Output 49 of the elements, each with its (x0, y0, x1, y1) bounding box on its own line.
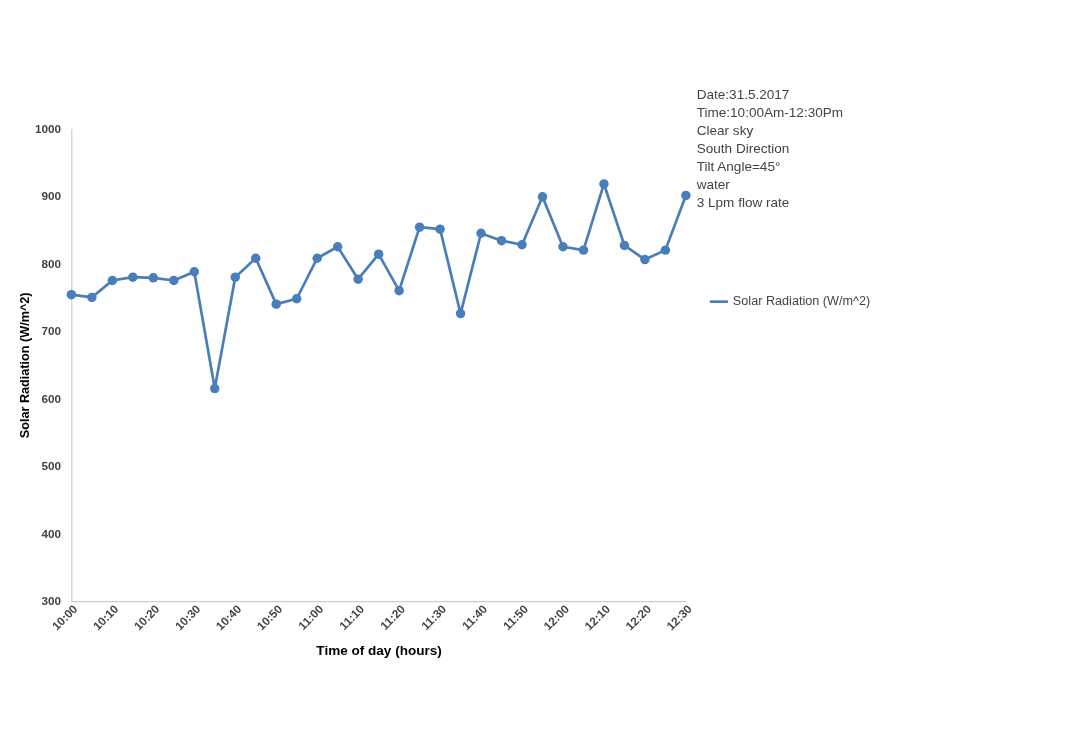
y-tick-label: 400 (41, 526, 62, 540)
x-axis-title: Time of day (hours) (316, 642, 442, 658)
point (558, 242, 568, 252)
y-axis-title: Solar Radiation (W/m^2) (17, 292, 32, 439)
point (230, 272, 240, 282)
point (517, 240, 527, 250)
y-tick-label: 300 (41, 594, 62, 608)
text: South Direction (696, 141, 790, 156)
point (291, 294, 302, 304)
point (312, 253, 322, 263)
text: Tilt Angle=45° (696, 159, 781, 175)
text: 3 Lpm flow rate (696, 195, 790, 211)
point (210, 383, 220, 394)
point (619, 240, 630, 251)
point (599, 179, 609, 189)
point (87, 292, 97, 303)
point (251, 253, 261, 263)
text: water (695, 177, 731, 193)
point (681, 190, 691, 201)
point (271, 299, 281, 309)
y-tick-label: 1000 (34, 121, 62, 135)
text: Time:10:00Am-12:30Pm (696, 104, 844, 120)
point (107, 275, 118, 286)
point (353, 274, 363, 284)
point (496, 235, 507, 246)
y-tick-label: 800 (41, 256, 62, 270)
y-tick-label: 600 (41, 391, 62, 405)
y-tick-label: 700 (41, 324, 62, 338)
legend-label: Solar Radiation (W/m^2) (732, 294, 871, 309)
point (128, 272, 138, 282)
point (332, 242, 343, 252)
y-tick-label: 500 (41, 459, 62, 473)
point (414, 222, 425, 232)
point (189, 267, 200, 277)
point (373, 249, 384, 259)
y-tick-label: 900 (41, 189, 62, 203)
point (148, 273, 159, 283)
point (578, 245, 589, 255)
text: Clear sky (696, 122, 754, 138)
text: Date:31.5.2017 (696, 86, 790, 102)
point (66, 289, 77, 300)
point (476, 228, 486, 238)
point (169, 275, 179, 286)
point (394, 285, 404, 296)
point (660, 245, 671, 255)
point (435, 224, 445, 234)
point (537, 192, 548, 202)
point (640, 254, 650, 265)
point (455, 308, 466, 319)
